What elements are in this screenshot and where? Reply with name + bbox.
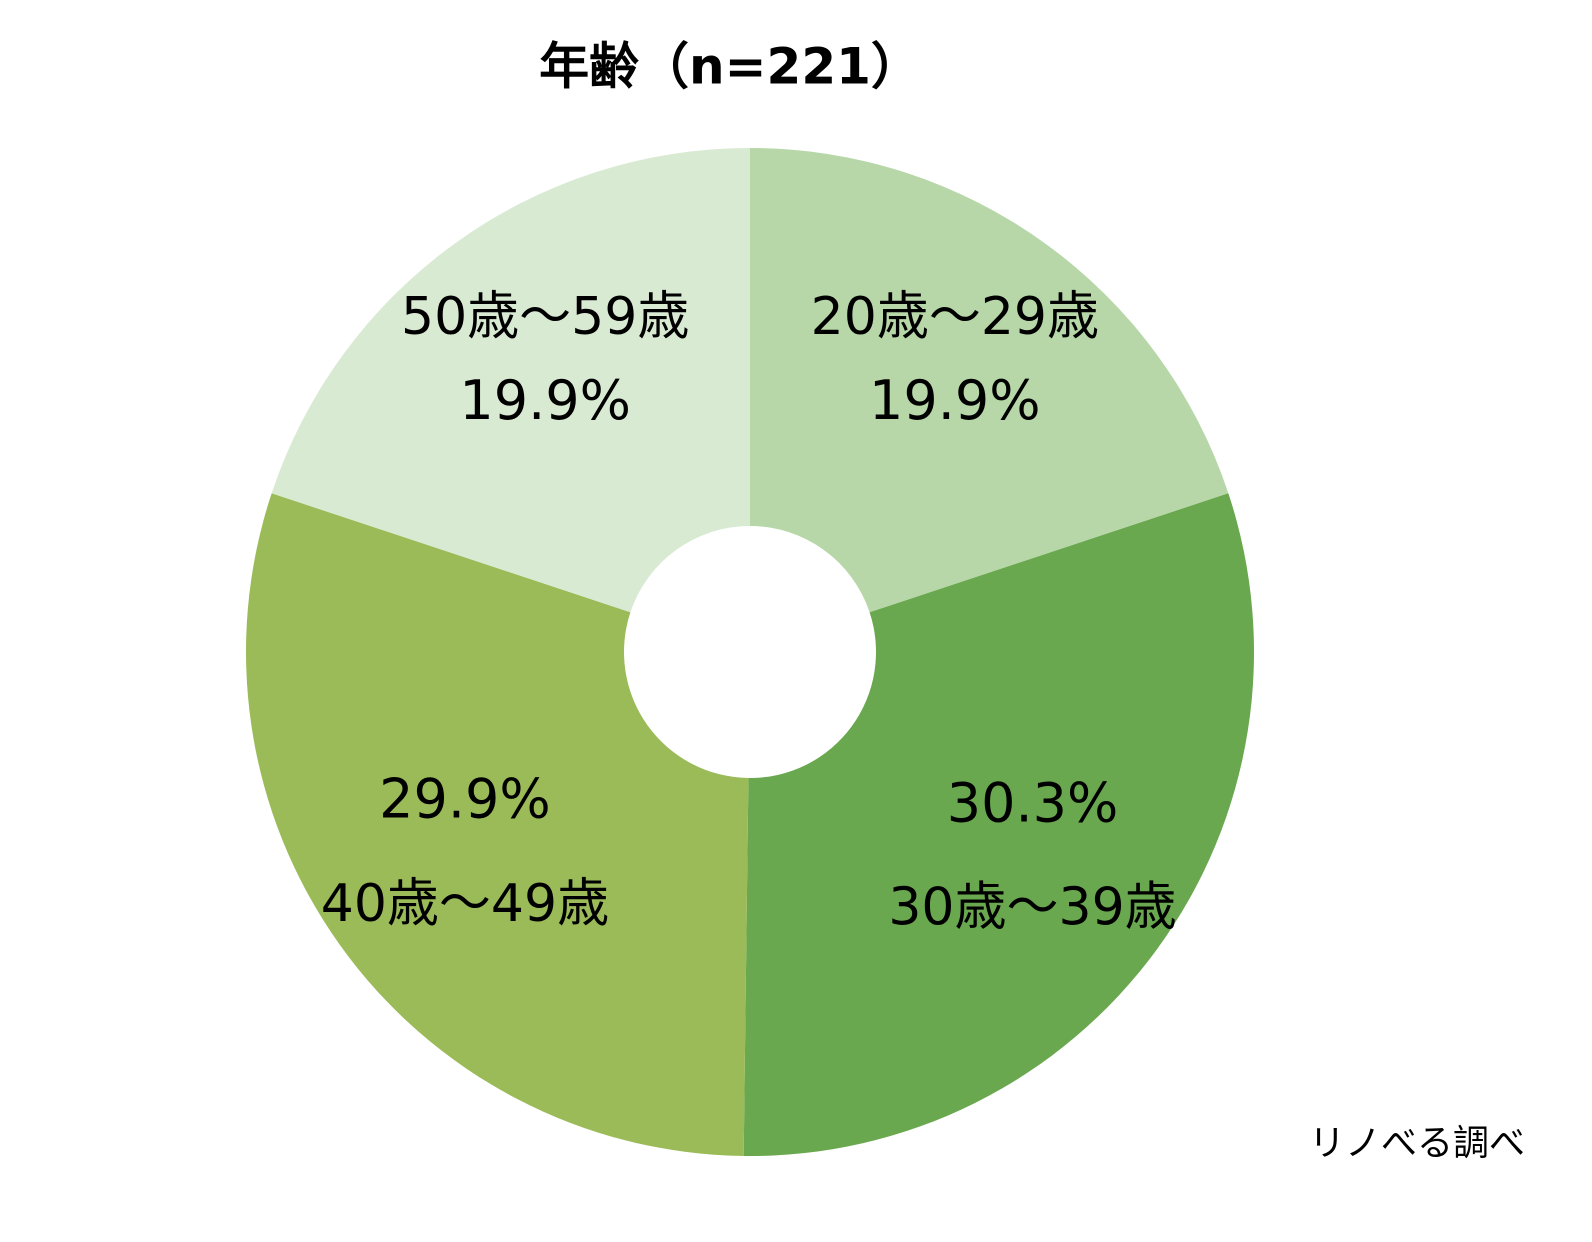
source-note: リノべる調べ bbox=[1309, 1123, 1525, 1164]
slice-category-label: 50歳～59歳 bbox=[401, 287, 689, 347]
slice-value-label: 19.9% bbox=[869, 369, 1041, 432]
slice bbox=[750, 148, 1229, 613]
slice bbox=[271, 148, 750, 613]
slice bbox=[743, 493, 1254, 1156]
slice-category-label: 40歳～49歳 bbox=[321, 874, 609, 934]
slice bbox=[246, 493, 749, 1156]
slice-category-label: 30歳～39歳 bbox=[888, 878, 1176, 938]
slice-value-label: 19.9% bbox=[459, 369, 631, 432]
slice-value-label: 30.3% bbox=[947, 771, 1119, 834]
slice-value-label: 29.9% bbox=[379, 768, 551, 831]
chart-title: 年齢（n=221） bbox=[539, 38, 921, 96]
slice-category-label: 20歳～29歳 bbox=[811, 287, 1099, 347]
